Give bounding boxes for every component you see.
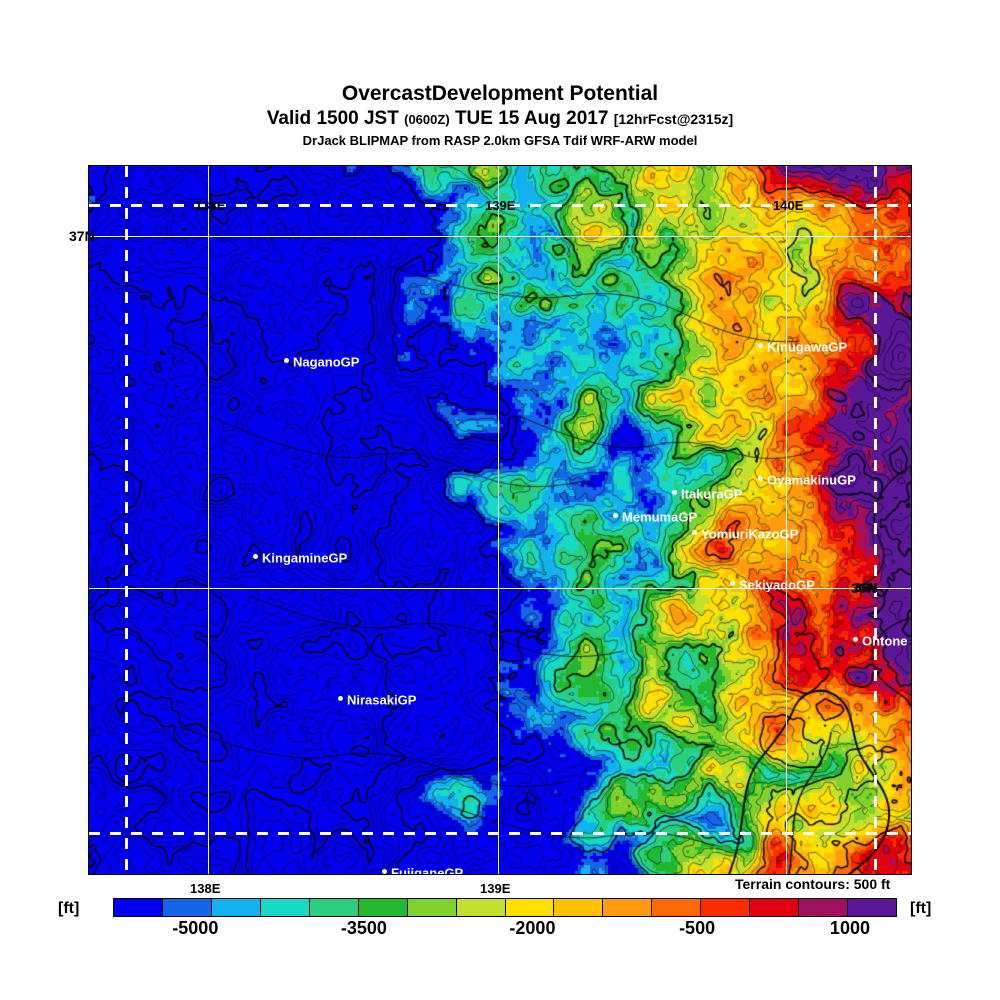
colorbar-swatch-15 (848, 899, 896, 916)
colorbar-ticks: -5000 -3500 -2000 -500 1000 (113, 918, 897, 942)
model-subtitle: DrJack BLIPMAP from RASP 2.0km GFSA Tdif… (302, 133, 698, 148)
colorbar-unit-right: [ft] (910, 900, 932, 917)
colorbar-swatch-13 (750, 899, 800, 916)
station-label: FujiganeGP (391, 865, 464, 875)
colorbar-swatch-12 (701, 899, 751, 916)
colorbar-unit-left: [ft] (58, 900, 80, 917)
station-label: KingamineGP (262, 550, 348, 566)
station-fujiganegp[interactable]: FujiganeGP (382, 865, 464, 875)
valid-date: TUE 15 Aug 2017 (454, 108, 609, 129)
station-dot-icon (338, 696, 343, 702)
station-dot-icon (758, 343, 763, 349)
valid-time-prefix: Valid 1500 JST (266, 108, 399, 129)
colorbar-swatch-0 (114, 899, 163, 916)
valid-time-line: Valid 1500 JST (0600Z) TUE 15 Aug 2017 [… (0, 107, 1000, 131)
colorbar-swatch-11 (652, 899, 702, 916)
colorbar-swatch-14 (799, 899, 849, 916)
colorbar-swatch-3 (260, 899, 310, 916)
station-kinugawagp[interactable]: KinugawaGP (758, 340, 847, 353)
station-nirasakigp[interactable]: NirasakiGP (338, 693, 416, 706)
station-label: MemumaGP (622, 509, 698, 525)
colorbar-tick-0: -5000 (172, 918, 219, 938)
colorbar-tick-4: 1000 (829, 918, 870, 938)
station-dot-icon (613, 513, 618, 519)
colorbar-tick-3: -500 (679, 918, 716, 938)
station-ohtone[interactable]: Ohtone (853, 634, 908, 647)
station-label: NirasakiGP (347, 692, 417, 708)
station-kingaminegp[interactable]: KingamineGP (253, 551, 347, 564)
lon-label-139e-top: 139E (485, 198, 516, 213)
lat-label-36n-inner: 36N (854, 580, 878, 595)
station-dot-icon (253, 554, 258, 560)
map-raster-canvas (89, 166, 911, 874)
page-title: OvercastDevelopment Potential (341, 82, 659, 105)
station-label: NaganoGP (293, 354, 360, 370)
lat-label-36n-right: 36N (851, 580, 877, 596)
colorbar-swatch-9 (554, 899, 604, 916)
station-dot-icon (730, 581, 735, 587)
station-dot-icon (382, 869, 387, 874)
lon-label-140e-top: 140E (773, 198, 804, 213)
colorbar-swatch-5 (358, 899, 408, 916)
colorbar-swatch-8 (505, 899, 555, 916)
station-oyamakinugp[interactable]: OyamakinuGP (758, 473, 856, 486)
station-itakuragp[interactable]: ItakuraGP (672, 487, 742, 500)
terrain-contours-note: Terrain contours: 500 ft (735, 876, 891, 892)
colorbar-swatches (113, 898, 897, 917)
station-naganogp[interactable]: NaganoGP (284, 355, 359, 368)
lon-label-138e-bottom: 138E (190, 881, 221, 896)
station-label: KinugawaGP (767, 339, 848, 355)
station-label: SekiyadoGP (739, 577, 815, 593)
colorbar-swatch-7 (456, 899, 506, 916)
colorbar-swatch-6 (407, 899, 457, 916)
colorbar-legend: [ft] [ft] -5000 -3500 -2000 -500 1000 (0, 896, 1000, 956)
station-yomiurikazogp[interactable]: YomiuriKazoGP (692, 527, 798, 540)
forecast-map[interactable]: 138E 139E 140E 36N NaganoGP KinugawaGP O… (88, 165, 912, 875)
station-dot-icon (692, 530, 697, 536)
lon-label-138e-top: 138E (195, 198, 226, 213)
station-label: OyamakinuGP (767, 472, 856, 488)
colorbar-swatch-1 (162, 899, 212, 916)
forecast-tag: [12hrFcst@2315z] (613, 111, 734, 127)
colorbar-tick-2: -2000 (509, 918, 556, 938)
lat-label-37n: 37N (69, 228, 95, 244)
station-memumagp[interactable]: MemumaGP (613, 510, 697, 523)
station-label: Ohtone (862, 633, 908, 649)
valid-time-utc: (0600Z) (404, 112, 450, 127)
station-dot-icon (672, 490, 677, 496)
lon-label-139e-bottom: 139E (480, 881, 511, 896)
station-label: YomiuriKazoGP (701, 526, 799, 542)
colorbar-swatch-10 (603, 899, 653, 916)
colorbar-swatch-2 (211, 899, 261, 916)
colorbar-tick-1: -3500 (340, 918, 387, 938)
station-dot-icon (853, 637, 858, 643)
title-block: OvercastDevelopment Potential Valid 1500… (0, 82, 1000, 149)
station-dot-icon (758, 476, 763, 482)
colorbar-swatch-4 (309, 899, 359, 916)
station-sekiyadogp[interactable]: SekiyadoGP (730, 578, 815, 591)
station-dot-icon (284, 358, 289, 364)
station-label: ItakuraGP (681, 486, 743, 502)
